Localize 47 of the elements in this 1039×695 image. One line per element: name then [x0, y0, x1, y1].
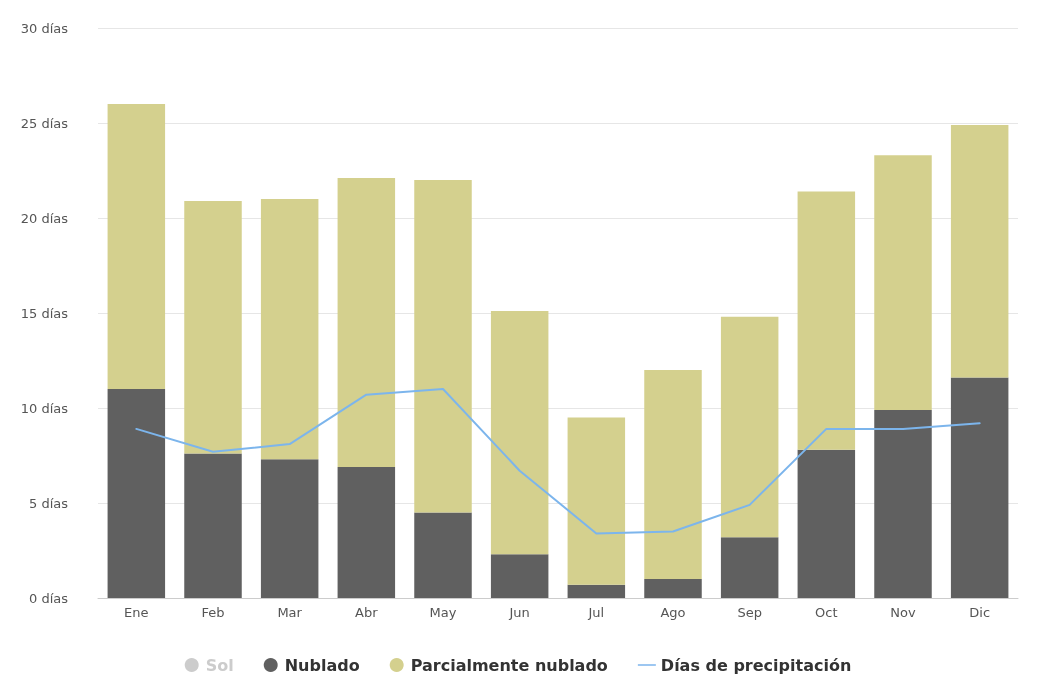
x-tick-label: Sep — [737, 605, 762, 620]
x-tick-label: Nov — [890, 605, 916, 620]
x-tick-label: May — [429, 605, 457, 620]
bar — [644, 370, 702, 579]
x-tick-label: Jun — [508, 605, 530, 620]
legend-label: Parcialmente nublado — [410, 655, 608, 675]
bar — [260, 199, 319, 460]
x-tick-label: Abr — [355, 605, 379, 620]
bar — [184, 453, 242, 598]
x-tick-label: Dic — [969, 605, 991, 620]
bar — [414, 180, 472, 513]
x-tick-label: Ene — [124, 605, 149, 620]
bar — [874, 155, 932, 410]
bar — [490, 554, 549, 598]
line-series — [135, 388, 981, 535]
y-tick-label: 15 días — [20, 305, 69, 321]
legend-label: Días de precipitación — [660, 655, 852, 675]
x-tick-label: Jul — [587, 605, 605, 620]
bar — [260, 459, 319, 598]
bar — [644, 579, 702, 598]
bar — [720, 537, 779, 598]
legend-label: Nublado — [284, 655, 360, 675]
bar — [950, 124, 1009, 378]
y-tick-label: 0 días — [28, 590, 69, 606]
y-tick-label: 20 días — [20, 210, 69, 226]
bar — [567, 417, 626, 585]
bar — [797, 191, 856, 450]
y-tick-label: 5 días — [28, 495, 69, 511]
x-tick-label: Mar — [277, 605, 303, 620]
x-tick-label: Feb — [201, 605, 225, 620]
bar — [567, 584, 626, 598]
bar — [184, 200, 242, 454]
x-tick-label: Ago — [660, 605, 686, 620]
bar — [337, 466, 396, 598]
y-tick-label: 10 días — [20, 400, 69, 416]
bar — [720, 316, 779, 538]
y-tick-label: 30 días — [20, 20, 69, 36]
bar — [107, 104, 166, 389]
bar — [337, 178, 396, 467]
bar — [950, 377, 1009, 598]
bar — [107, 389, 166, 598]
y-tick-label: 25 días — [20, 115, 69, 131]
bar — [490, 311, 549, 555]
bar — [874, 409, 932, 598]
bar — [797, 449, 856, 598]
x-tick-label: Oct — [815, 605, 838, 620]
bar — [414, 512, 472, 598]
